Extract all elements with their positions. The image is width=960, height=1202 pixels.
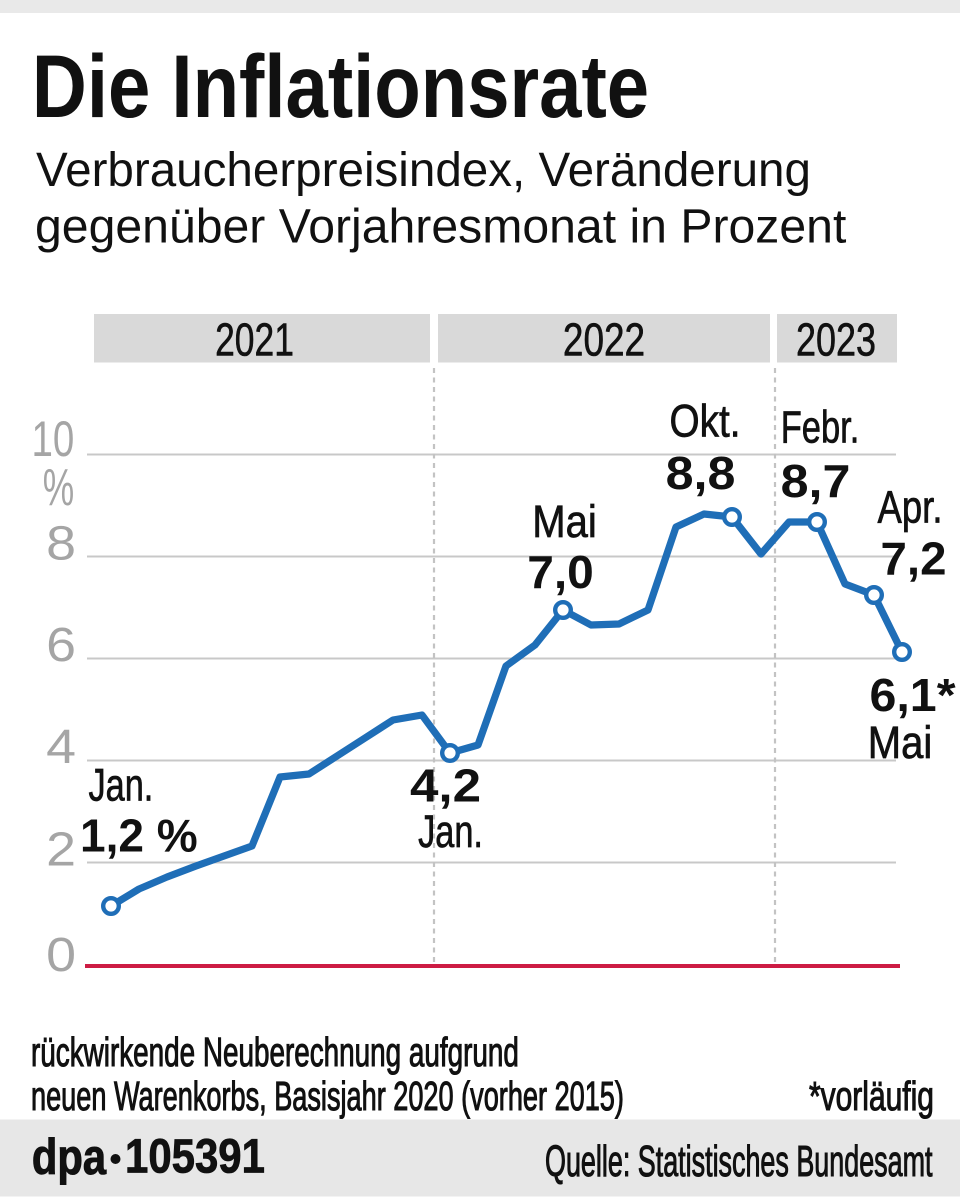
svg-text:8,8: 8,8 [666,448,736,500]
svg-text:Mai: Mai [532,497,597,548]
svg-text:8: 8 [46,516,76,570]
svg-text:6: 6 [46,618,76,672]
svg-text:Jan.: Jan. [89,760,154,811]
svg-text:Die Inflationsrate: Die Inflationsrate [32,36,649,136]
svg-text:neuen Warenkorbs, Basisjahr 20: neuen Warenkorbs, Basisjahr 2020 (vorher… [31,1075,624,1120]
svg-text:8,7: 8,7 [781,456,851,508]
svg-text:Okt.: Okt. [670,396,741,447]
svg-text:7,2: 7,2 [881,532,947,584]
svg-text:*vorläufig: *vorläufig [809,1072,934,1119]
svg-text:Jan.: Jan. [418,806,483,857]
svg-text:4: 4 [46,720,76,774]
svg-text:6,1*: 6,1* [869,670,956,722]
svg-text:gegenüber Vorjahresmonat in Pr: gegenüber Vorjahresmonat in Prozent [35,200,846,254]
svg-text:2022: 2022 [563,314,645,366]
svg-text:1,2 %: 1,2 % [80,809,198,861]
svg-text:0: 0 [46,928,76,982]
svg-text:Febr.: Febr. [781,401,860,453]
svg-text:Verbraucherpreisindex, Verände: Verbraucherpreisindex, Veränderung [36,144,811,197]
svg-text:105391: 105391 [125,1129,265,1183]
svg-text:2021: 2021 [215,314,294,366]
svg-text:Mai: Mai [868,718,933,769]
svg-text:2: 2 [46,822,76,876]
svg-text:2023: 2023 [796,314,876,365]
svg-text:Apr.: Apr. [878,482,943,533]
svg-text:4,2: 4,2 [410,761,481,812]
svg-text:%: % [43,459,74,516]
svg-text:10: 10 [31,412,74,467]
svg-text:7,0: 7,0 [527,547,594,599]
svg-text:dpa: dpa [32,1128,106,1184]
svg-text:rückwirkende Neuberechnung auf: rückwirkende Neuberechnung aufgrund [31,1030,519,1076]
svg-text:Quelle: Statistisches Bundesam: Quelle: Statistisches Bundesamt [545,1136,932,1185]
